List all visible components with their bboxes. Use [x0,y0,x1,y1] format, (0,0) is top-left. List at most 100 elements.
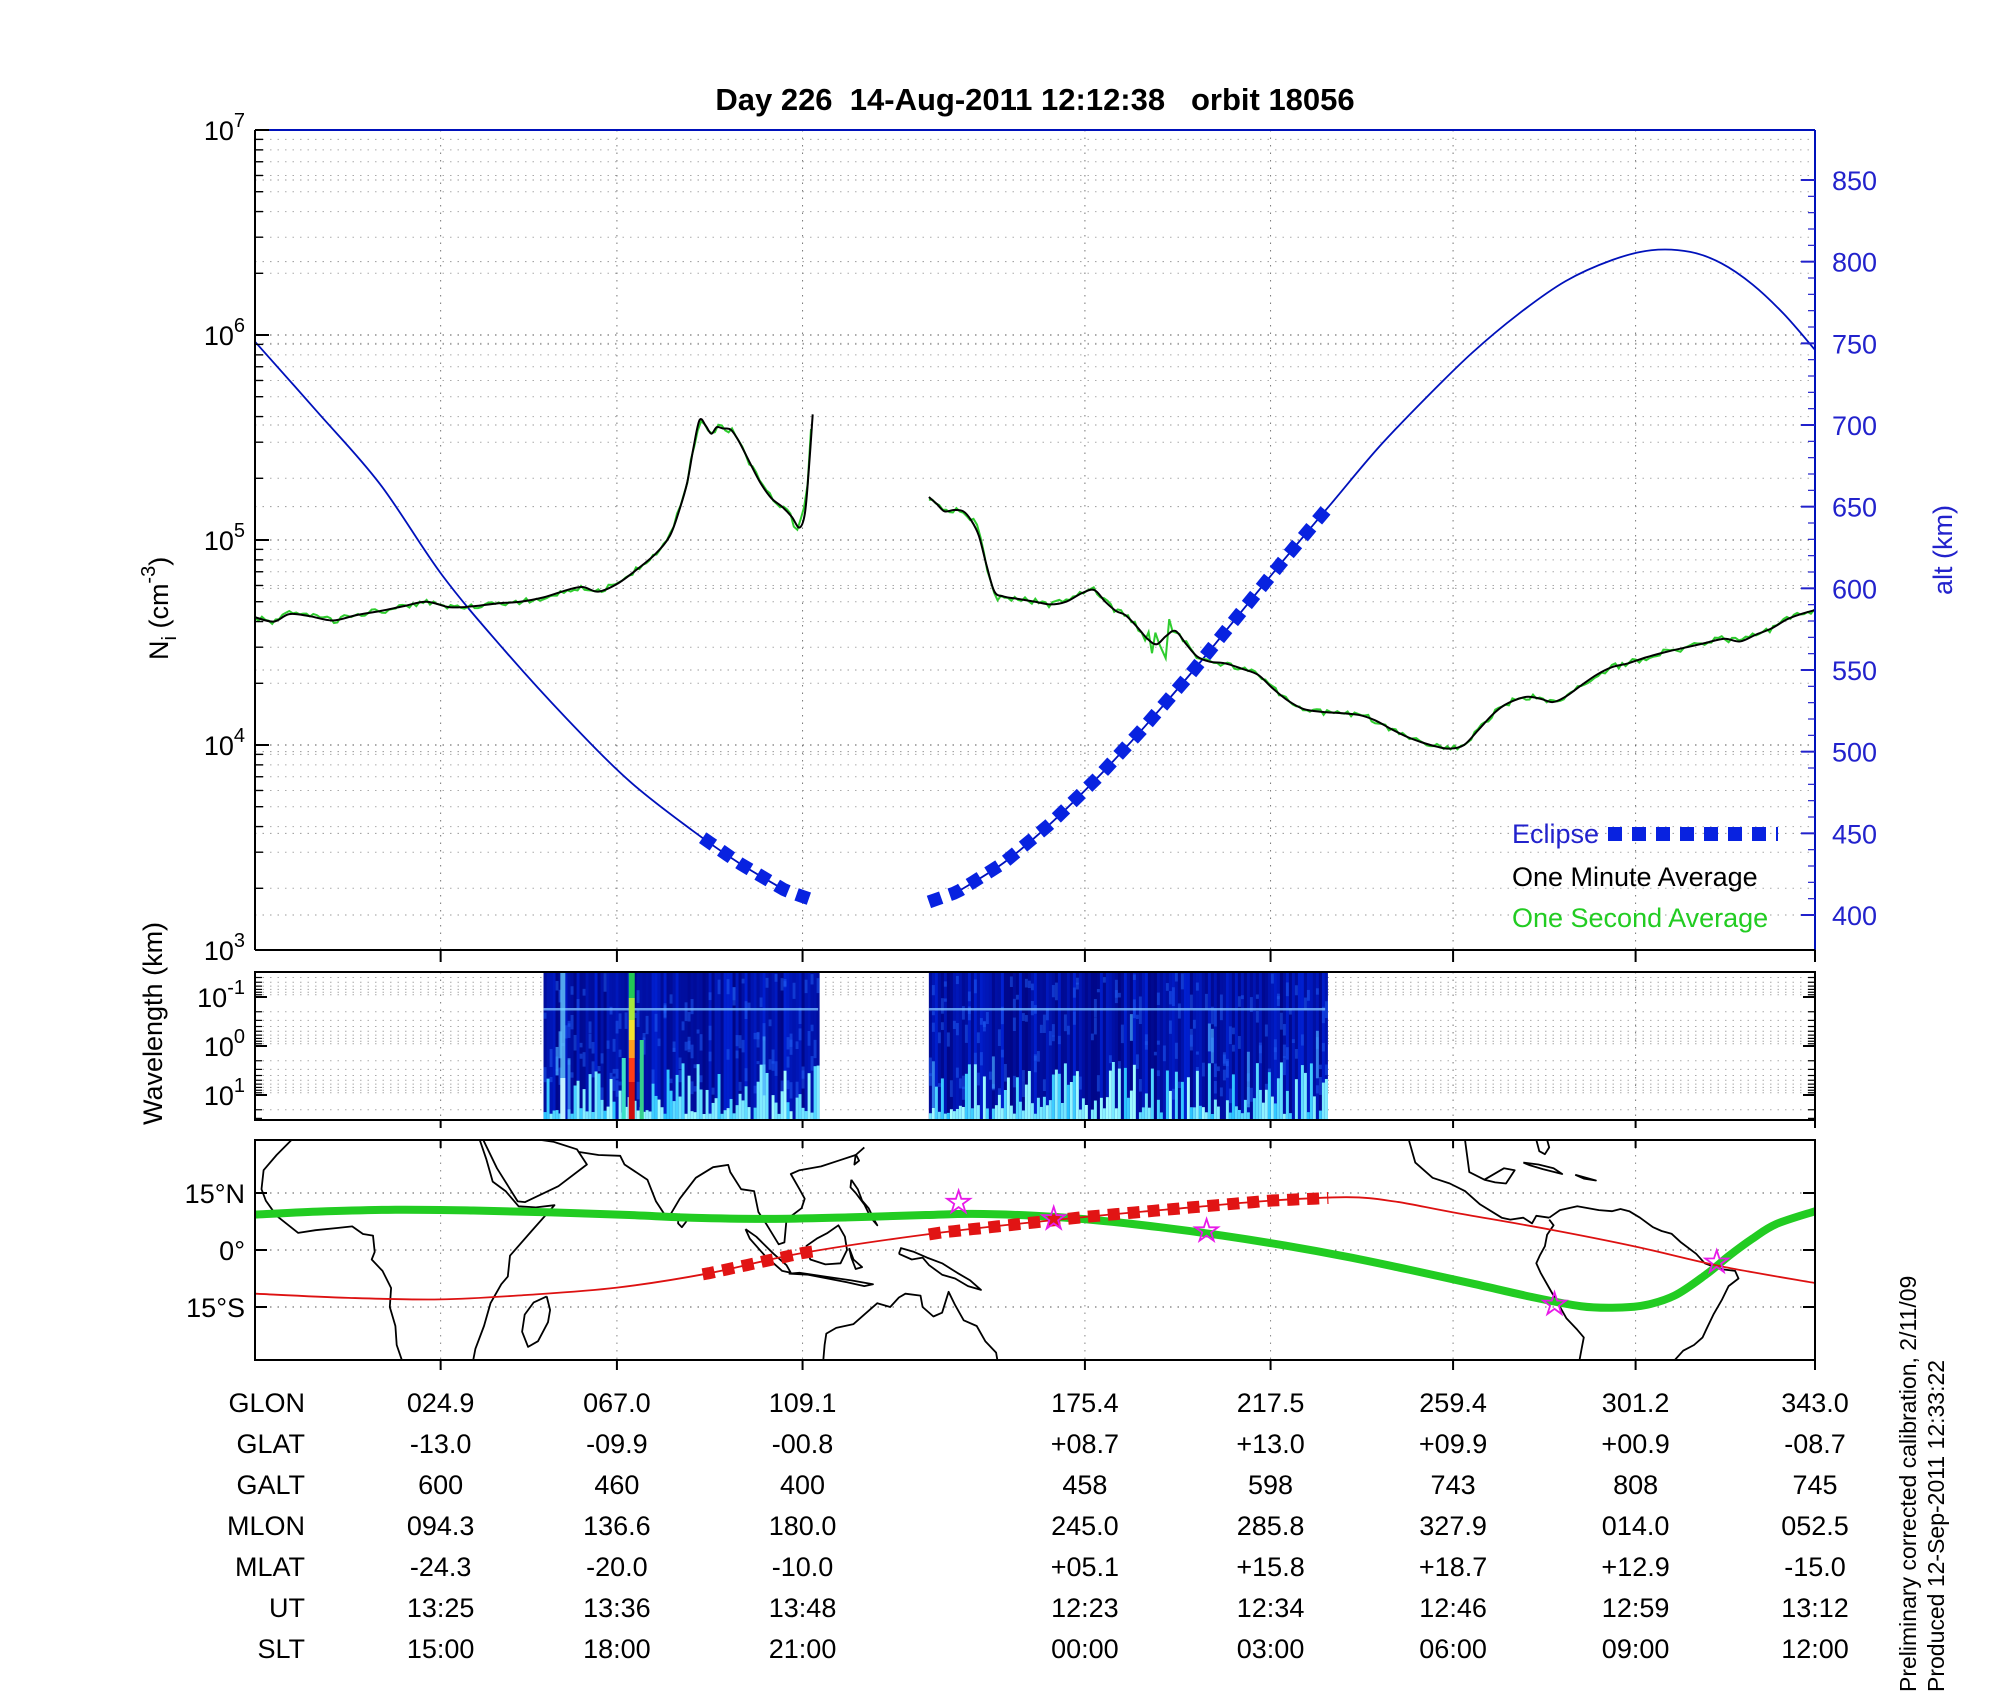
spectro-streak [1030,983,1034,991]
spectro-streak [1000,1006,1004,1025]
spectro-streak [768,1019,772,1027]
spectro-streak [1075,977,1079,985]
spectro-cyan-bar [1036,1097,1040,1120]
spectro-bright-column [1210,1028,1214,1064]
spectro-streak [1294,985,1298,996]
spectro-column [801,972,805,1120]
spectro-column [1195,972,1199,1120]
coastline [1407,1140,1550,1225]
spectro-streak [1168,1020,1172,1034]
spectro-column [1123,972,1127,1120]
spectro-cyan-bar [1180,1081,1184,1120]
spectro-cyan-bar [1039,1106,1043,1120]
spectro-cyan-bar [747,1107,751,1120]
spectro-cyan-bar [976,1105,980,1120]
spectro-streak [1027,980,1031,988]
spectro-streak [1021,1070,1025,1081]
spectro-streak [1033,1055,1037,1073]
spectro-cyan-bar [1168,1090,1172,1120]
table-cell: 217.5 [1237,1388,1305,1418]
spectro-column [1084,972,1088,1120]
spectro-cyan-bar [1150,1068,1154,1120]
spectro-streak [792,982,796,999]
spectro-streak [1132,974,1136,980]
spectro-cyan-bar [669,1090,673,1120]
spectro-column [1249,972,1253,1120]
spectro-column [1192,972,1196,1120]
spectro-streak [738,1035,742,1049]
spectro-cyan-bar [765,1072,769,1120]
table-cell: 327.9 [1419,1511,1487,1541]
spectro-streak [1135,1014,1139,1019]
table-row-label: GLON [228,1388,305,1418]
spectro-column [1234,972,1238,1120]
ni-tick-label: 104 [204,725,245,761]
spectro-column [1093,972,1097,1120]
spectro-column [777,972,781,1120]
alt-tick-label: 500 [1832,738,1877,768]
table-cell: -09.9 [586,1429,648,1459]
spectro-streak [672,1041,676,1052]
spectro-bright-column [762,1036,766,1096]
spectro-cyan-bar [576,1080,580,1120]
spectro-streak [642,1037,646,1055]
spectro-streak [979,1052,983,1066]
spectro-cyan-bar [543,1112,547,1120]
spectro-cyan-bar [549,1113,553,1120]
spectro-cyan-bar [1042,1096,1046,1120]
spectro-streak [1072,987,1076,998]
spectro-column [549,972,553,1120]
spectro-streak [1270,973,1274,984]
spectro-streak [973,979,977,994]
spectro-bright-column [1207,1023,1211,1052]
spectro-bright-column [931,1061,935,1108]
spectro-streak [555,980,559,991]
spectro-cyan-bar [1060,1102,1064,1120]
spectro-cyan-bar [961,1106,965,1120]
spectro-cyan-bar [1198,1105,1202,1120]
table-cell: 598 [1248,1470,1293,1500]
spectro-streak [1090,1033,1094,1041]
spectro-streak [1315,988,1319,995]
coastline [822,1290,999,1360]
spectro-cyan-bar [801,1107,805,1120]
spectro-streak [1153,1051,1157,1056]
spectro-cyan-bar [696,1064,700,1120]
spectro-streak [1222,1069,1226,1081]
one-minute-average-curve [255,414,814,623]
spectro-cyan-bar [654,1095,658,1120]
spectro-streak [1180,973,1184,990]
spectro-streak [570,986,574,995]
spectro-streak [735,1050,739,1059]
alt-tick-label: 600 [1832,574,1877,604]
spectro-streak [931,985,935,996]
spectro-streak [1042,1014,1046,1033]
spectro-streak [1282,1024,1286,1036]
table-row-label: GALT [236,1470,305,1500]
eclipse-dashed-segment [698,832,819,908]
ni-tick-label: 107 [204,110,245,146]
spectro-column [750,972,754,1120]
spectro-cyan-bar [618,1090,622,1120]
spectro-cyan-bar [1132,1064,1136,1120]
spectro-streak [576,999,580,1009]
spectro-cyan-bar [732,1113,736,1120]
spectro-streak [997,1088,1001,1096]
spectro-streak [1021,1013,1025,1021]
spectro-column [714,972,718,1120]
table-cell: 12:23 [1051,1593,1119,1623]
table-row-label: GLAT [236,1429,305,1459]
spectro-streak [708,1051,712,1062]
star-marker [944,1187,973,1215]
spectro-cyan-bar [672,1101,676,1120]
spectro-streak [1303,997,1307,1011]
spectro-column [1090,972,1094,1120]
spectro-cyan-bar [1057,1073,1061,1120]
spectro-column [1204,972,1208,1120]
spectro-streak [1093,1017,1097,1035]
spectro-streak [678,1057,682,1070]
spectro-column [1012,972,1016,1120]
coastline [1464,1140,1516,1185]
star-marker [1702,1247,1731,1275]
spectro-cyan-bar [964,1073,968,1120]
